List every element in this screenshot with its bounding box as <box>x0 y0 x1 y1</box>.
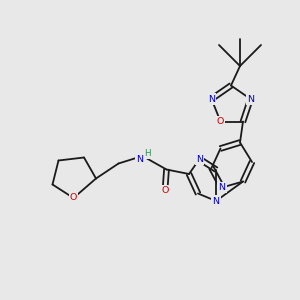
Text: O: O <box>70 194 77 202</box>
Text: N: N <box>212 196 220 206</box>
Text: N: N <box>196 154 203 164</box>
Text: N: N <box>218 183 226 192</box>
Text: H: H <box>144 148 150 158</box>
Text: O: O <box>217 117 224 126</box>
Text: N: N <box>136 154 143 164</box>
Text: N: N <box>208 94 215 103</box>
Text: O: O <box>161 186 169 195</box>
Text: N: N <box>247 94 254 103</box>
